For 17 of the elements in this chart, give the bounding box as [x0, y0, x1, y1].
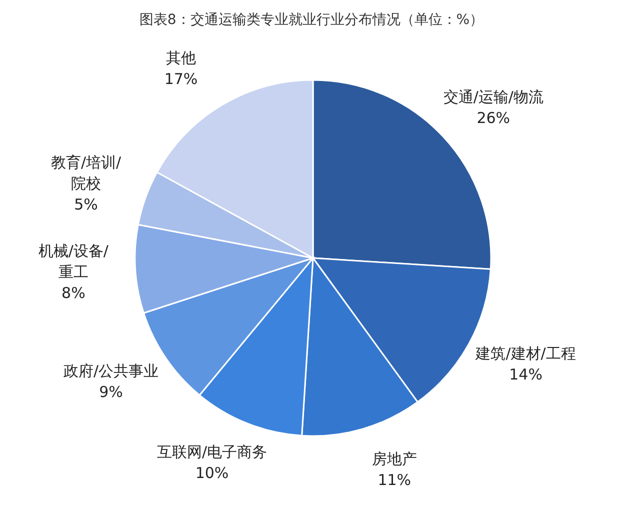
- data-label: 9%: [99, 383, 123, 402]
- data-label: 26%: [476, 108, 510, 127]
- data-label: 5%: [74, 195, 98, 214]
- slice-label: 建筑/建材/工程: [474, 344, 576, 362]
- data-label: 17%: [164, 70, 198, 88]
- slice-label: 机械/设备/重工: [38, 242, 110, 281]
- data-label: 10%: [195, 464, 229, 482]
- slice-label: 交通/运输/物流: [443, 88, 544, 106]
- slice-label: 互联网/电子商务: [156, 443, 268, 462]
- slice-label: 其他: [166, 49, 196, 68]
- slice-label: 教育/培训/院校: [50, 153, 122, 192]
- data-label: 8%: [62, 284, 86, 302]
- chart-title: 图表8：交通运输类专业就业行业分布情况（单位：%）: [139, 12, 484, 28]
- data-label: 14%: [509, 365, 542, 384]
- data-label: 11%: [378, 470, 412, 489]
- slice-label: 房地产: [372, 450, 417, 468]
- slice-label: 政府/公共事业: [64, 362, 159, 380]
